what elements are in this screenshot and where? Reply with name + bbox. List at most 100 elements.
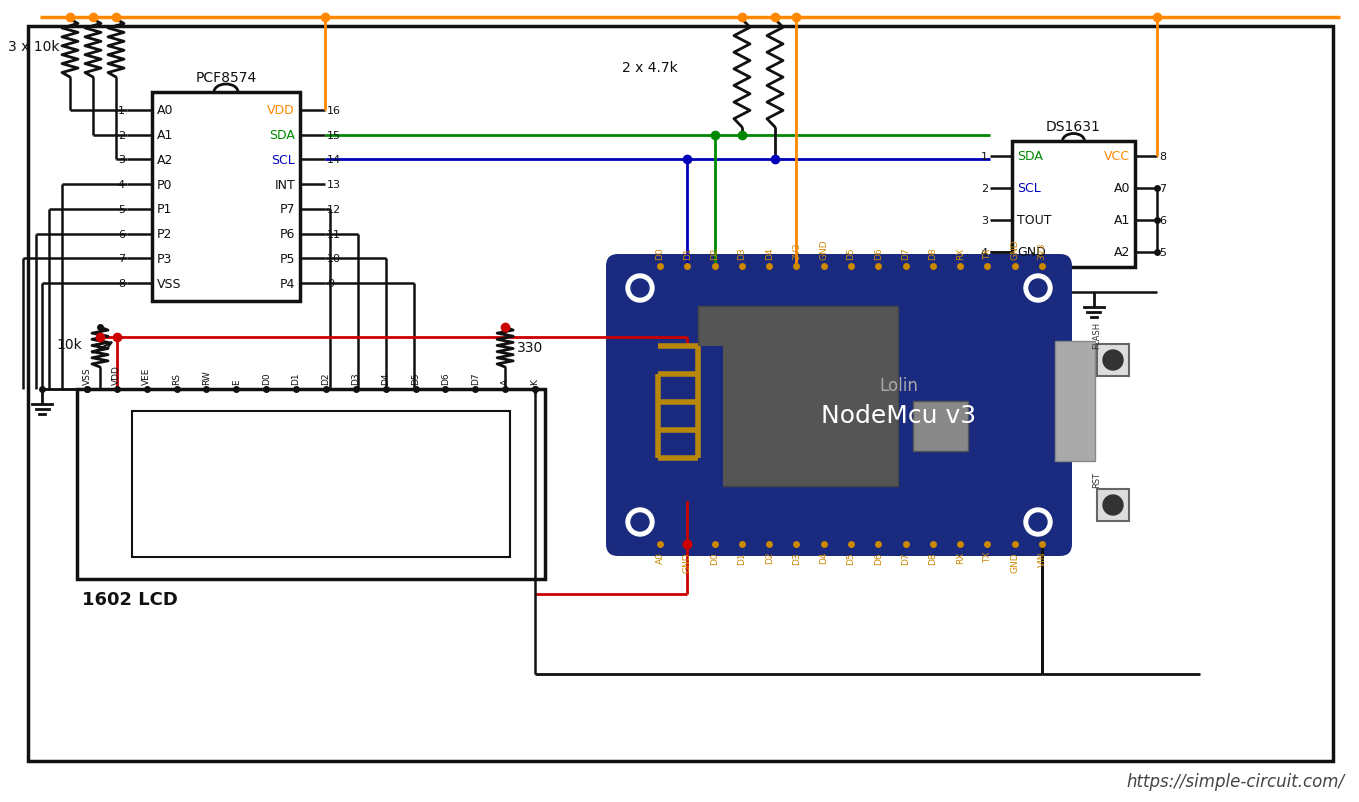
Text: P2: P2 — [158, 228, 173, 241]
Text: VIN: VIN — [1037, 551, 1046, 567]
Text: FLASH: FLASH — [1093, 321, 1102, 348]
Text: 3 x 10k: 3 x 10k — [8, 40, 60, 54]
Text: 12: 12 — [328, 205, 341, 215]
Text: P5: P5 — [280, 253, 295, 265]
Text: 4: 4 — [981, 248, 988, 257]
Text: 1: 1 — [118, 106, 125, 115]
Text: D6: D6 — [874, 247, 883, 260]
Text: 3: 3 — [981, 216, 988, 225]
Text: 8: 8 — [118, 278, 125, 289]
Text: NodeMcu v3: NodeMcu v3 — [821, 403, 977, 427]
Text: P4: P4 — [280, 277, 295, 290]
Text: A0: A0 — [1113, 182, 1129, 195]
Text: D3: D3 — [351, 372, 360, 384]
Text: SCL: SCL — [272, 154, 295, 167]
Text: D0: D0 — [262, 372, 270, 384]
Text: Lolin: Lolin — [879, 376, 919, 395]
Circle shape — [1023, 274, 1052, 302]
Text: D0: D0 — [655, 247, 665, 260]
Text: A1: A1 — [1113, 214, 1129, 227]
Text: 2: 2 — [981, 184, 988, 194]
Text: D5: D5 — [847, 247, 856, 260]
Text: D6: D6 — [440, 372, 450, 384]
Text: 7: 7 — [118, 254, 125, 264]
Text: TX: TX — [983, 551, 992, 563]
Text: GND: GND — [1017, 246, 1045, 259]
Text: 5: 5 — [1159, 248, 1166, 257]
Text: A2: A2 — [1113, 246, 1129, 259]
FancyBboxPatch shape — [132, 411, 510, 557]
Text: TOUT: TOUT — [1017, 214, 1052, 227]
Text: D3: D3 — [738, 247, 746, 260]
Text: D4: D4 — [819, 551, 828, 564]
Text: GND: GND — [1010, 239, 1019, 260]
Text: GND: GND — [819, 239, 828, 260]
FancyBboxPatch shape — [658, 346, 723, 501]
Text: RX: RX — [955, 247, 965, 260]
Text: GND: GND — [1010, 551, 1019, 572]
FancyBboxPatch shape — [152, 93, 300, 302]
Text: RST: RST — [1093, 472, 1102, 488]
Text: GND: GND — [682, 551, 692, 572]
Text: D1: D1 — [738, 551, 746, 564]
Text: A1: A1 — [158, 129, 174, 142]
Text: D2: D2 — [765, 551, 773, 564]
Text: P6: P6 — [280, 228, 295, 241]
Text: D2: D2 — [322, 372, 330, 384]
Text: RW: RW — [202, 370, 211, 384]
Text: A0: A0 — [655, 551, 665, 563]
Circle shape — [626, 274, 654, 302]
Text: A2: A2 — [158, 154, 174, 167]
Text: D5: D5 — [847, 551, 856, 564]
Text: A: A — [500, 379, 510, 384]
Text: 330: 330 — [518, 341, 544, 354]
Text: 3: 3 — [118, 156, 125, 165]
Text: VDD: VDD — [268, 104, 295, 117]
Circle shape — [1029, 280, 1046, 298]
FancyBboxPatch shape — [1097, 489, 1129, 521]
Text: 14: 14 — [328, 156, 341, 165]
Text: 1: 1 — [981, 152, 988, 162]
Text: 7: 7 — [1159, 184, 1166, 194]
Text: 6: 6 — [1159, 216, 1166, 225]
Text: P3: P3 — [158, 253, 173, 265]
Text: P7: P7 — [280, 203, 295, 216]
Circle shape — [631, 513, 650, 532]
Text: INT: INT — [275, 178, 295, 192]
Text: VCC: VCC — [1104, 150, 1129, 164]
Text: 2 x 4.7k: 2 x 4.7k — [622, 61, 678, 75]
Text: DS1631: DS1631 — [1046, 119, 1101, 134]
Text: 4: 4 — [118, 180, 125, 190]
Text: 5: 5 — [118, 205, 125, 215]
Text: D8: D8 — [928, 247, 938, 260]
Text: D4: D4 — [765, 247, 773, 260]
FancyBboxPatch shape — [1055, 342, 1095, 461]
Circle shape — [1104, 496, 1123, 516]
Circle shape — [1104, 350, 1123, 371]
Text: SDA: SDA — [269, 129, 295, 142]
Text: 3V3: 3V3 — [1037, 242, 1046, 260]
Text: D7: D7 — [901, 551, 911, 564]
Text: E: E — [232, 379, 241, 384]
Text: https://simple-circuit.com/: https://simple-circuit.com/ — [1127, 772, 1345, 790]
Circle shape — [1029, 513, 1046, 532]
Text: D3: D3 — [792, 551, 800, 564]
Text: VSS: VSS — [158, 277, 182, 290]
Text: D1: D1 — [682, 247, 692, 260]
Text: D7: D7 — [470, 372, 480, 384]
Circle shape — [626, 508, 654, 537]
Text: D7: D7 — [901, 247, 911, 260]
FancyBboxPatch shape — [77, 390, 545, 579]
Text: RX: RX — [955, 551, 965, 564]
FancyBboxPatch shape — [1097, 345, 1129, 376]
Text: 15: 15 — [328, 131, 341, 140]
Text: 6: 6 — [118, 229, 125, 239]
Text: D6: D6 — [874, 551, 883, 564]
Text: 10: 10 — [328, 254, 341, 264]
Text: D1: D1 — [292, 372, 300, 384]
Text: D2: D2 — [709, 247, 719, 260]
Circle shape — [1023, 508, 1052, 537]
Text: 1602 LCD: 1602 LCD — [82, 590, 178, 608]
Text: P1: P1 — [158, 203, 173, 216]
Text: D0: D0 — [709, 551, 719, 564]
